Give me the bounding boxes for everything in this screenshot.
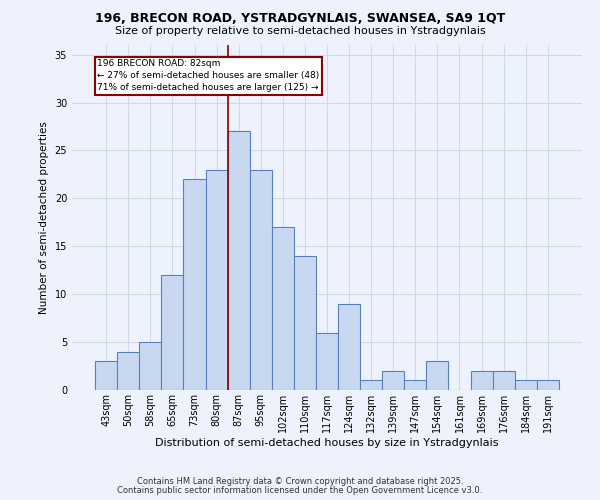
Bar — [184, 179, 206, 390]
Bar — [161, 275, 184, 390]
Bar — [404, 380, 427, 390]
Y-axis label: Number of semi-detached properties: Number of semi-detached properties — [39, 121, 49, 314]
Bar — [139, 342, 161, 390]
Bar — [95, 361, 117, 390]
Text: 196, BRECON ROAD, YSTRADGYNLAIS, SWANSEA, SA9 1QT: 196, BRECON ROAD, YSTRADGYNLAIS, SWANSEA… — [95, 12, 505, 26]
Bar — [294, 256, 316, 390]
Bar — [493, 371, 515, 390]
Bar — [360, 380, 382, 390]
Bar — [470, 371, 493, 390]
Text: Size of property relative to semi-detached houses in Ystradgynlais: Size of property relative to semi-detach… — [115, 26, 485, 36]
Bar — [250, 170, 272, 390]
Bar — [515, 380, 537, 390]
Bar — [272, 227, 294, 390]
Bar — [382, 371, 404, 390]
Bar — [227, 132, 250, 390]
Bar — [338, 304, 360, 390]
Bar — [537, 380, 559, 390]
Bar — [427, 361, 448, 390]
Bar — [117, 352, 139, 390]
Text: 196 BRECON ROAD: 82sqm
← 27% of semi-detached houses are smaller (48)
71% of sem: 196 BRECON ROAD: 82sqm ← 27% of semi-det… — [97, 60, 320, 92]
X-axis label: Distribution of semi-detached houses by size in Ystradgynlais: Distribution of semi-detached houses by … — [155, 438, 499, 448]
Text: Contains public sector information licensed under the Open Government Licence v3: Contains public sector information licen… — [118, 486, 482, 495]
Text: Contains HM Land Registry data © Crown copyright and database right 2025.: Contains HM Land Registry data © Crown c… — [137, 477, 463, 486]
Bar — [206, 170, 227, 390]
Bar — [316, 332, 338, 390]
